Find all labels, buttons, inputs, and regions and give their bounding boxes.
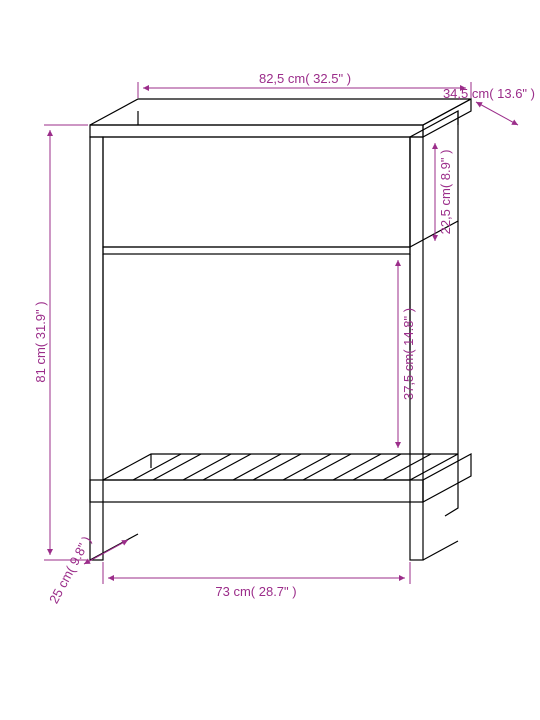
svg-text:73 cm( 28.7" ): 73 cm( 28.7" ) xyxy=(215,584,296,599)
dim-height-total: 81 cm( 31.9" ) xyxy=(33,125,88,560)
dim-height-total-in: ( 31.9" ) xyxy=(33,301,48,347)
dim-planter-depth-cm: 22,5 cm xyxy=(438,188,453,234)
dim-width-top: 82,5 cm( 32.5" ) xyxy=(138,71,471,98)
dim-planter-depth-in: ( 8.9" ) xyxy=(438,150,453,189)
dim-height-total-cm: 81 cm xyxy=(33,347,48,382)
dim-shelf-clearance: 37,5 cm( 14.8" ) xyxy=(398,260,416,448)
dim-depth-bottom: 25 cm( 9.8" ) xyxy=(46,534,128,606)
dim-width-bottom: 73 cm( 28.7" ) xyxy=(103,562,410,599)
svg-text:25 cm( 9.8" ): 25 cm( 9.8" ) xyxy=(46,534,94,606)
dim-shelf-clearance-in: ( 14.8" ) xyxy=(401,308,416,354)
dim-depth-top-cm: 34,5 cm xyxy=(443,86,489,101)
svg-text:82,5 cm( 32.5" ): 82,5 cm( 32.5" ) xyxy=(259,71,351,86)
svg-text:34,5 cm( 13.6" ): 34,5 cm( 13.6" ) xyxy=(443,86,535,101)
dim-width-bottom-cm: 73 cm xyxy=(215,584,250,599)
dim-shelf-clearance-cm: 37,5 cm xyxy=(401,354,416,400)
svg-text:22,5 cm( 8.9" ): 22,5 cm( 8.9" ) xyxy=(438,150,453,235)
dim-width-top-cm: 82,5 cm xyxy=(259,71,305,86)
svg-text:81 cm( 31.9" ): 81 cm( 31.9" ) xyxy=(33,301,48,382)
dim-depth-top-in: ( 13.6" ) xyxy=(489,86,535,101)
technical-drawing: 82,5 cm( 32.5" ) 34,5 cm( 13.6" ) 22,5 c… xyxy=(0,0,540,720)
dim-planter-depth: 22,5 cm( 8.9" ) xyxy=(435,143,453,241)
svg-text:37,5 cm( 14.8" ): 37,5 cm( 14.8" ) xyxy=(401,308,416,400)
dim-depth-bottom-in: ( 9.8" ) xyxy=(63,534,94,575)
dim-width-top-in: ( 32.5" ) xyxy=(305,71,351,86)
dim-width-bottom-in: ( 28.7" ) xyxy=(251,584,297,599)
